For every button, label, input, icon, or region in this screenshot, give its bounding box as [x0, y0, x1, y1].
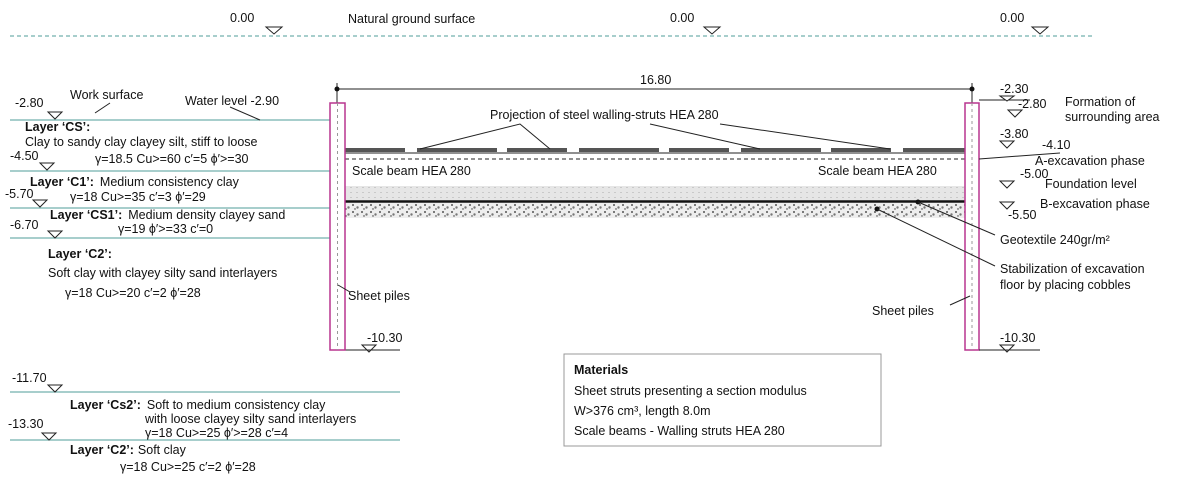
- leader: [229, 106, 261, 121]
- layer-heading: Layer ‘CS1’: Medium density clayey sand: [50, 208, 285, 222]
- label: B-excavation phase: [1040, 197, 1150, 211]
- layer-name: Layer ‘CS1’:: [50, 208, 122, 222]
- label: Foundation level: [1045, 177, 1137, 191]
- leader: [94, 102, 111, 114]
- cobbles: [345, 203, 965, 218]
- materials-line: Sheet struts presenting a section modulu…: [574, 384, 807, 398]
- marker: [40, 432, 58, 441]
- label: Projection of steel walling-struts HEA 2…: [490, 108, 719, 122]
- ground-label: Natural ground surface: [348, 12, 475, 26]
- marker: [998, 95, 1016, 102]
- marker: [998, 140, 1016, 149]
- marker: [998, 201, 1016, 210]
- layer-name: Layer ‘C2’:: [70, 443, 134, 457]
- elevation: -5.70: [5, 187, 34, 201]
- materials-box: [563, 353, 882, 447]
- label: Formation of: [1065, 95, 1136, 109]
- leader: [419, 123, 551, 150]
- layer-params: γ=18 Cu>=25 c′=2 ϕ′=28: [120, 460, 256, 474]
- elevation: -4.10: [1042, 138, 1071, 152]
- elevation: -4.50: [10, 149, 39, 163]
- elevation: -10.30: [367, 331, 402, 345]
- elevation: -10.30: [1000, 331, 1035, 345]
- leader: [649, 123, 761, 150]
- layer-description: Soft clay: [138, 443, 187, 457]
- leader: [949, 295, 971, 306]
- label: A-excavation phase: [1035, 154, 1145, 168]
- label: Sheet piles: [872, 304, 934, 318]
- foundation-layer: [345, 186, 965, 201]
- layer-description: Medium density clayey sand: [128, 208, 285, 222]
- layer-description: with loose clayey silty sand interlayers: [144, 412, 356, 426]
- marker: [264, 26, 284, 35]
- label: surrounding area: [1065, 110, 1160, 124]
- elevation: -5.50: [1008, 208, 1037, 222]
- marker: [31, 199, 49, 208]
- layer-params: γ=18 Cu>=25 ϕ′>=28 c′=4: [145, 426, 288, 440]
- label: Water level -2.90: [185, 94, 279, 108]
- marker: [998, 180, 1016, 189]
- dimension-dot: [969, 86, 975, 92]
- layer-heading: Layer ‘C2’: Soft clay: [70, 443, 187, 457]
- layer-params: γ=18.5 Cu>=60 c′=5 ϕ′>=30: [95, 152, 249, 166]
- materials-line: Scale beams - Walling struts HEA 280: [574, 424, 785, 438]
- layer-params: γ=18 Cu>=20 c′=2 ϕ′=28: [65, 286, 201, 300]
- marker: [1006, 109, 1024, 118]
- materials-line: W>376 cm³, length 8.0m: [574, 404, 711, 418]
- elevation: -3.80: [1000, 127, 1029, 141]
- label: Scale beam HEA 280: [352, 164, 471, 178]
- label: Work surface: [70, 88, 143, 102]
- layer-heading: Layer ‘Cs2’: Soft to medium consistency c…: [70, 398, 326, 412]
- elevation: 0.00: [1000, 11, 1024, 25]
- elevation: -2.80: [1018, 97, 1047, 111]
- elevation: -13.30: [8, 417, 43, 431]
- elevation: -2.30: [1000, 82, 1029, 96]
- layer-description: Soft to medium consistency clay: [147, 398, 326, 412]
- label: Scale beam HEA 280: [818, 164, 937, 178]
- leader: [337, 284, 351, 293]
- elevation: -6.70: [10, 218, 39, 232]
- layer-params: γ=18 Cu>=35 c′=3 ϕ′=29: [70, 190, 206, 204]
- layer-name: Layer ‘Cs2’:: [70, 398, 141, 412]
- dimension-label: 16.80: [640, 73, 671, 87]
- layer-params: γ=19 ϕ′>=33 c′=0: [118, 222, 213, 236]
- layer-description: Clay to sandy clay clayey silt, stiff to…: [25, 135, 258, 149]
- label: Sheet piles: [348, 289, 410, 303]
- marker: [998, 344, 1016, 353]
- layer-description: Soft clay with clayey silty sand interla…: [48, 266, 277, 280]
- marker: [46, 111, 64, 120]
- label: floor by placing cobbles: [1000, 278, 1131, 292]
- elevation: -11.70: [12, 371, 47, 385]
- label: Stabilization of excavation: [1000, 262, 1145, 276]
- marker: [46, 230, 64, 239]
- materials-title: Materials: [574, 363, 628, 377]
- layer-name: Layer ‘CS’:: [25, 120, 90, 134]
- marker: [360, 344, 378, 353]
- leader: [917, 201, 996, 236]
- elevation: 0.00: [230, 11, 254, 25]
- layer-name: Layer ‘C1’:: [30, 175, 94, 189]
- elevation: -5.00: [1020, 167, 1049, 181]
- marker: [1030, 26, 1050, 35]
- elevation: -2.80: [15, 96, 44, 110]
- dimension-dot: [334, 86, 340, 92]
- marker: [38, 162, 56, 171]
- elevation: 0.00: [670, 11, 694, 25]
- leader: [978, 152, 1061, 160]
- leader: [719, 123, 891, 150]
- marker: [46, 384, 64, 393]
- layer-name: Layer ‘C2’:: [48, 247, 112, 261]
- leader: [876, 208, 996, 267]
- layer-heading: Layer ‘C1’: Medium consistency clay: [30, 175, 240, 189]
- marker: [702, 26, 722, 35]
- layer-description: Medium consistency clay: [100, 175, 240, 189]
- label: Geotextile 240gr/m²: [1000, 233, 1110, 247]
